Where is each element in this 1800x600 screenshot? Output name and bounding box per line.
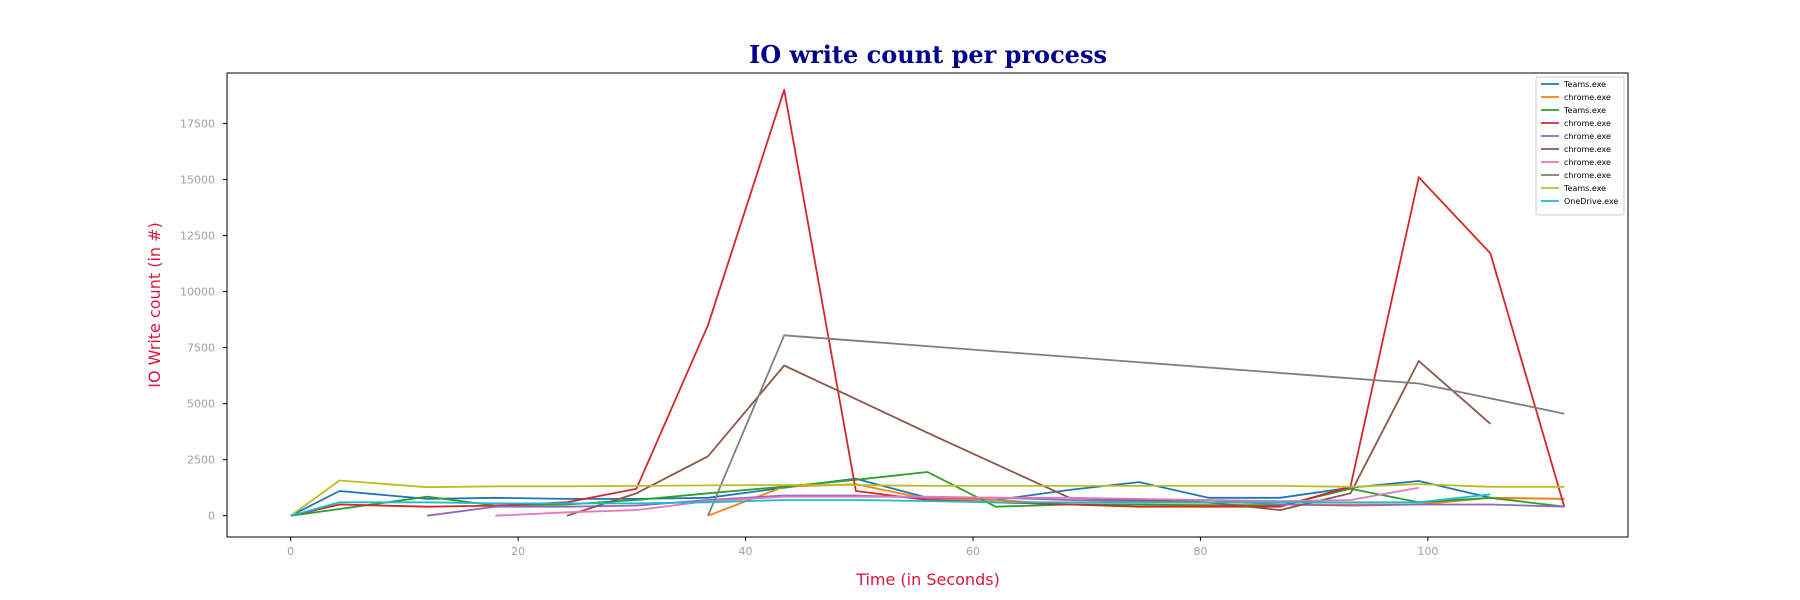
x-tick-label: 20	[511, 545, 525, 558]
legend-entry: chrome.exe	[1564, 145, 1611, 154]
legend-entry: chrome.exe	[1564, 171, 1611, 180]
y-tick-label: 2500	[187, 454, 215, 467]
chart-title: IO write count per process	[749, 40, 1107, 69]
legend-entry: chrome.exe	[1564, 119, 1611, 128]
legend-entry: Teams.exe	[1563, 106, 1606, 115]
y-tick-label: 17500	[180, 117, 215, 130]
series-line-4	[290, 88, 1566, 517]
y-axis-ticks: 0 2500 5000 7500 10000 12500 15000 17500	[180, 117, 227, 523]
series-line-9	[290, 479, 1565, 517]
y-tick-label: 10000	[180, 286, 215, 299]
y-tick-label: 0	[208, 510, 215, 523]
series-line-8	[707, 334, 1565, 517]
x-axis-ticks: 0 20 40 60 80 100	[287, 537, 1438, 558]
y-tick-label: 7500	[187, 342, 215, 355]
y-tick-label: 5000	[187, 398, 215, 411]
legend-entry: Teams.exe	[1563, 80, 1606, 89]
y-tick-label: 15000	[180, 173, 215, 186]
x-tick-label: 100	[1417, 545, 1438, 558]
plot-series	[290, 88, 1566, 517]
legend-entry: Teams.exe	[1563, 184, 1606, 193]
y-axis-label: IO Write count (in #)	[145, 222, 164, 388]
legend-entry: OneDrive.exe	[1564, 197, 1618, 206]
x-tick-label: 40	[739, 545, 753, 558]
x-tick-label: 0	[287, 545, 294, 558]
x-tick-label: 60	[966, 545, 980, 558]
y-tick-label: 12500	[180, 230, 215, 243]
x-axis-label: Time (in Seconds)	[855, 570, 1000, 589]
legend: Teams.exe chrome.exe Teams.exe chrome.exe ch…	[1535, 76, 1625, 216]
series-line-10	[290, 493, 1491, 517]
series-line-7	[495, 486, 1419, 517]
legend-entry: chrome.exe	[1564, 158, 1611, 167]
legend-entry: chrome.exe	[1564, 93, 1611, 102]
legend-box	[1535, 76, 1625, 216]
legend-entry: chrome.exe	[1564, 132, 1611, 141]
series-line-6	[566, 360, 1491, 517]
x-tick-label: 80	[1193, 545, 1207, 558]
plot-frame	[226, 72, 1629, 538]
